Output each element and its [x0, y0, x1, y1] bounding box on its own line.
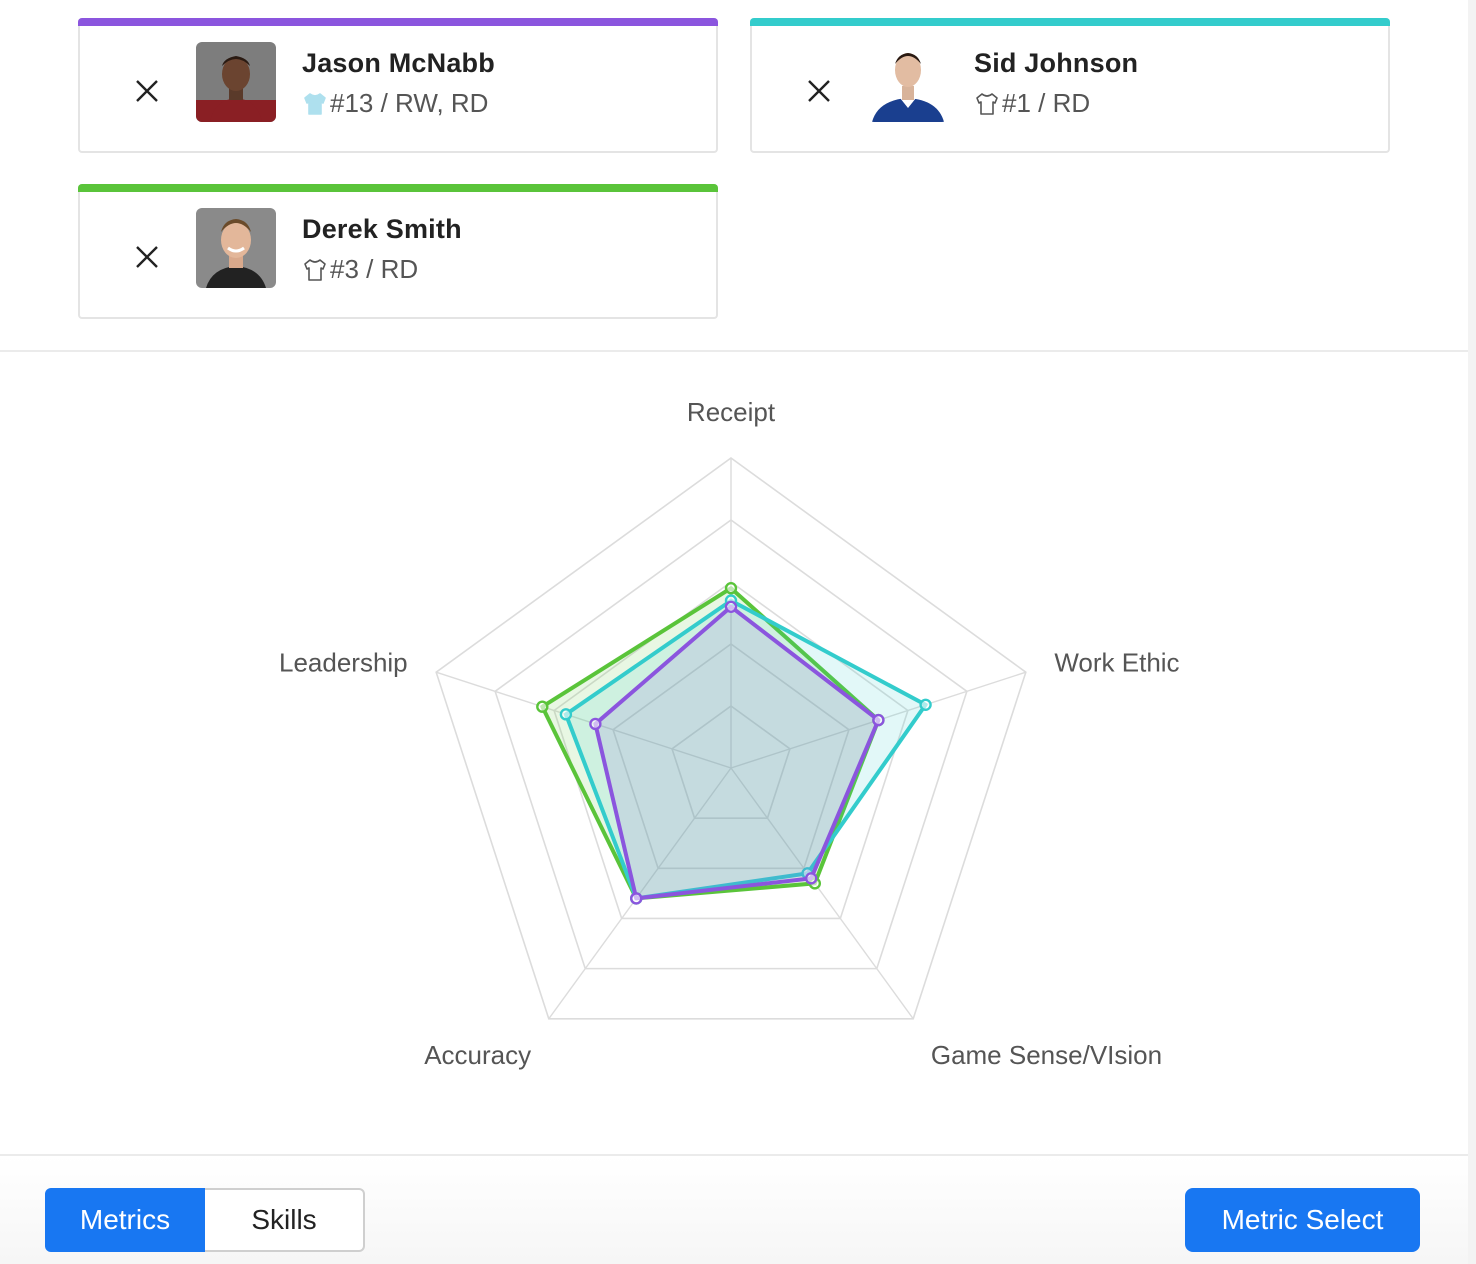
- radar-grid-ring: [612, 643, 850, 870]
- radar-point: [630, 892, 643, 905]
- radar-spoke: [435, 671, 732, 769]
- metric-select-button[interactable]: Metric Select: [1185, 1188, 1420, 1252]
- radar-point: [630, 892, 643, 905]
- view-toggle: Metrics Skills: [45, 1188, 365, 1252]
- radar-series-sid-johnson: [563, 598, 928, 901]
- radar-axis-label: Leadership: [278, 647, 408, 678]
- radar-point: [808, 877, 822, 890]
- radar-point: [801, 867, 814, 880]
- section-divider: [0, 350, 1468, 352]
- radar-spoke: [730, 767, 914, 1020]
- player-avatar: [196, 42, 276, 122]
- player-name: Jason McNabb: [302, 48, 495, 78]
- radar-axis-label: Work Ethic: [1054, 647, 1180, 678]
- radar-point: [724, 594, 738, 607]
- radar-axis-label: Game Sense/VIsion: [930, 1039, 1163, 1070]
- player-meta: #13 / RW, RD: [302, 88, 488, 119]
- card-accent-bar: [78, 184, 718, 192]
- tab-skills[interactable]: Skills: [205, 1188, 365, 1252]
- radar-axis-label: Receipt: [686, 397, 776, 427]
- radar-point: [630, 892, 643, 905]
- radar-spoke: [548, 767, 732, 1020]
- radar-point: [724, 582, 738, 595]
- player-number-position: #1 / RD: [1002, 88, 1091, 118]
- player-avatar: [868, 42, 948, 122]
- radar-point: [536, 700, 549, 713]
- radar-spoke: [730, 671, 1027, 769]
- player-avatar: [196, 208, 276, 288]
- player-meta: #3 / RD: [302, 254, 418, 285]
- radar-point: [724, 600, 738, 613]
- radar-series-derek-smith: [540, 586, 881, 901]
- radar-grid-ring: [435, 457, 1027, 1020]
- close-icon[interactable]: [804, 76, 834, 106]
- jersey-icon: [976, 92, 998, 115]
- player-card-sid-johnson: Sid Johnson #1 / RD: [750, 18, 1390, 153]
- close-icon[interactable]: [132, 76, 162, 106]
- player-name: Sid Johnson: [974, 48, 1139, 78]
- player-name: Derek Smith: [302, 214, 462, 244]
- player-number-position: #13 / RW, RD: [330, 88, 489, 118]
- radar-point: [589, 717, 602, 731]
- radar-point: [872, 713, 885, 727]
- card-accent-bar: [78, 18, 718, 26]
- jersey-icon: [304, 258, 326, 281]
- player-card-jason-mcnabb: Jason McNabb #13 / RW, RD: [78, 18, 718, 153]
- radar-point: [919, 698, 932, 711]
- scrollbar[interactable]: [1468, 0, 1476, 1264]
- radar-axis-label: Accuracy: [424, 1039, 532, 1070]
- tab-metrics[interactable]: Metrics: [45, 1188, 205, 1252]
- section-divider: [0, 1154, 1468, 1156]
- radar-grid-ring: [671, 705, 791, 819]
- radar-grid-ring: [553, 581, 909, 920]
- close-icon[interactable]: [132, 242, 162, 272]
- jersey-icon: [304, 92, 326, 115]
- radar-point: [872, 713, 885, 727]
- radar-grid-ring: [494, 519, 968, 970]
- radar-point: [559, 708, 573, 721]
- player-meta: #1 / RD: [974, 88, 1090, 119]
- radar-series-jason-mcnabb: [593, 604, 881, 901]
- radar-point: [804, 872, 818, 885]
- player-card-derek-smith: Derek Smith #3 / RD: [78, 184, 718, 319]
- card-accent-bar: [750, 18, 1390, 26]
- player-number-position: #3 / RD: [330, 254, 419, 284]
